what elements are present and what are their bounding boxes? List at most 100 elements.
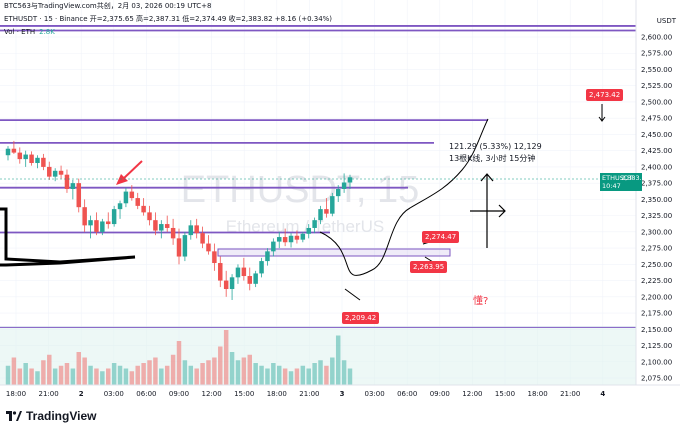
volume-bar [147, 360, 152, 385]
volume-bar [218, 346, 223, 385]
drawn-path-left [0, 207, 136, 267]
candle-body [241, 267, 247, 277]
candle-body [200, 233, 205, 244]
volume-bar [106, 368, 111, 385]
volume-bar [29, 368, 34, 385]
volume-bar [259, 365, 264, 385]
price-tick-label: 2,175.00 [641, 310, 672, 318]
volume-bar [241, 357, 247, 385]
candle-body [212, 251, 217, 264]
footer-brand[interactable]: TradingView [6, 409, 96, 423]
volume-bar [170, 354, 176, 385]
price-axis[interactable]: 2,600.00 2,575.00 2,550.00 2,525.00 2,500.00… [641, 34, 672, 383]
time-tick-label: 12:00 [462, 390, 482, 398]
candle-body [265, 251, 270, 262]
time-tick-label: 21:00 [39, 390, 59, 398]
volume-bar [129, 371, 135, 385]
price-tick-label: 2,150.00 [641, 326, 672, 334]
time-tick-label: 21:00 [299, 390, 319, 398]
last-price-symbol: ETHUSDT [602, 174, 633, 182]
volume-bar [200, 363, 205, 385]
time-tick-label: 15:00 [234, 390, 254, 398]
candle-body [253, 273, 258, 284]
volume-bar [100, 371, 105, 385]
time-tick-label: 03:00 [365, 390, 385, 398]
time-tick-label: 09:00 [430, 390, 450, 398]
price-label-box-upper[interactable]: 2,274.47 [422, 231, 460, 243]
watermark-name: Ethereum / TetherUS [226, 217, 384, 236]
pointer-low [344, 288, 361, 301]
question-annotation: 懂? [473, 296, 489, 307]
tradingview-logo-icon [6, 411, 22, 421]
price-tick-label: 2,375.00 [641, 180, 672, 188]
candle-body [300, 233, 306, 240]
candle-body [288, 235, 294, 243]
volume-bar [17, 368, 23, 385]
candle-body [5, 148, 11, 156]
volume-bar [206, 360, 211, 385]
time-tick-label: 06:00 [136, 390, 156, 398]
right-arrow [470, 204, 506, 218]
projection-curve [319, 118, 489, 276]
price-tick-label: 2,300.00 [641, 228, 672, 236]
volume-bar [23, 363, 28, 385]
candle-body [341, 182, 347, 189]
target-down-tick [598, 104, 606, 122]
candle-body [147, 212, 152, 221]
volume-bar [176, 341, 182, 385]
volume-legend: Vol · ETH 2.8K [4, 28, 55, 36]
price-label-target[interactable]: 2,473.42 [586, 89, 624, 101]
candle-body [176, 238, 182, 257]
red-arrow [121, 160, 143, 181]
volume-bar [324, 365, 329, 385]
candle-body [223, 280, 229, 290]
volume-value: 2.8K [39, 28, 55, 36]
volume-bar [212, 357, 217, 385]
red-arrow-head [116, 174, 128, 185]
volume-bar [5, 365, 11, 385]
time-tick-label: 3 [340, 390, 345, 398]
volume-bar [335, 335, 341, 385]
volume-bar [135, 365, 140, 385]
volume-bar [111, 363, 117, 385]
time-tick-label: 18:00 [6, 390, 26, 398]
volume-bar [82, 357, 87, 385]
candlesticks [5, 140, 353, 301]
candle-body [259, 261, 264, 274]
price-tick-label: 2,200.00 [641, 293, 672, 301]
candle-body [312, 220, 317, 228]
time-axis[interactable]: 18:00 21:00 2 03:00 06:00 09:00 12:00 15:00 18:0… [6, 390, 605, 398]
time-tick-label: 12:00 [202, 390, 222, 398]
price-tick-label: 2,425.00 [641, 147, 672, 155]
candle-body [235, 267, 241, 278]
time-tick-label: 06:00 [397, 390, 417, 398]
bar-countdown: 10:47 [602, 182, 621, 190]
volume-bar [277, 365, 282, 385]
footer-brand-name: TradingView [26, 409, 97, 423]
candle-body [94, 220, 99, 232]
volume-bar [188, 365, 194, 385]
support-box[interactable] [217, 248, 451, 257]
price-label-box-lower[interactable]: 2,263.95 [410, 261, 448, 273]
price-tick-label: 2,575.00 [641, 50, 672, 58]
volume-bar [265, 368, 270, 385]
candle-body [282, 237, 288, 243]
time-tick-label: 18:00 [267, 390, 287, 398]
candle-body [206, 243, 211, 252]
volume-bar [347, 368, 353, 385]
time-tick-label: 15:00 [495, 390, 515, 398]
price-tick-label: 2,075.00 [641, 375, 672, 383]
price-label-low[interactable]: 2,209.42 [342, 312, 380, 324]
volume-bar [47, 354, 52, 385]
volume-bar [330, 357, 335, 385]
volume-bar [247, 354, 252, 385]
candle-body [117, 203, 123, 210]
candle-body [335, 188, 341, 197]
volume-bar [282, 368, 288, 385]
candle-body [111, 209, 117, 225]
time-tick-label: 09:00 [169, 390, 189, 398]
candle-body [182, 235, 188, 257]
volume-bar [117, 365, 123, 385]
volume-bar [88, 365, 93, 385]
